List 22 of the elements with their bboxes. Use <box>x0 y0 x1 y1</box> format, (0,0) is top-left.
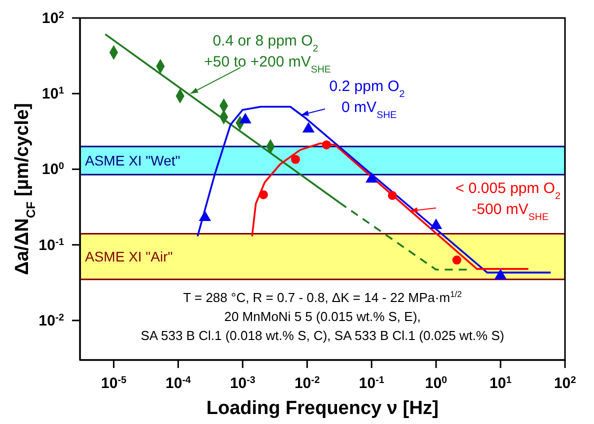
x-tick-label: 10$^{-2}$ <box>294 374 320 392</box>
text: 0.2 ppm O$_{2}$ 0 mV$_{SHE}$ <box>329 78 405 120</box>
annotation: 20 MnMoNi 5 5 (0.015 wt.% S, E), <box>224 309 421 324</box>
y-tick-label: 10$^{-2}$ <box>38 312 65 330</box>
annotation: 0.4 or 8 ppm O$_{2}$ +50 to +200 mV$_{SHE}$ <box>204 32 332 76</box>
x-tick-label: 10$^{-3}$ <box>230 374 256 392</box>
y-tick-label: 10$^{-1}$ <box>38 236 65 254</box>
x-tick-label: 10$^{0}$ <box>424 374 448 392</box>
x-tick-label: 10$^{1}$ <box>489 374 512 392</box>
x-tick-label: 10$^{2}$ <box>554 374 577 392</box>
y-tick-label: 10$^{0}$ <box>42 160 65 178</box>
band-label: ASME XI "Air" <box>85 248 173 265</box>
x-tick-label: 10$^{-5}$ <box>101 374 127 392</box>
y-tick-label: 10$^{1}$ <box>42 85 65 103</box>
annotation: SA 533 B Cl.1 (0.018 wt.% S, C), SA 533 B Cl.1 (0.025 wt.% S) <box>140 328 504 343</box>
band-label: ASME XI "Wet" <box>85 152 180 168</box>
x-axis-title: Loading Frequency ν [Hz] <box>206 398 439 419</box>
text: < 0.005 ppm O$_{2}$ -500 mV$_{SHE}$ <box>455 180 561 222</box>
annotation: T = 288 °C, R = 0.7 - 0.8, ΔK = 14 - 22 MPa·m$^{1/2}$ <box>183 289 462 305</box>
y-tick-label: 10$^{2}$ <box>42 10 65 27</box>
x-tick-label: 10$^{-1}$ <box>358 374 385 392</box>
x-tick-label: 10$^{-4}$ <box>166 374 192 392</box>
